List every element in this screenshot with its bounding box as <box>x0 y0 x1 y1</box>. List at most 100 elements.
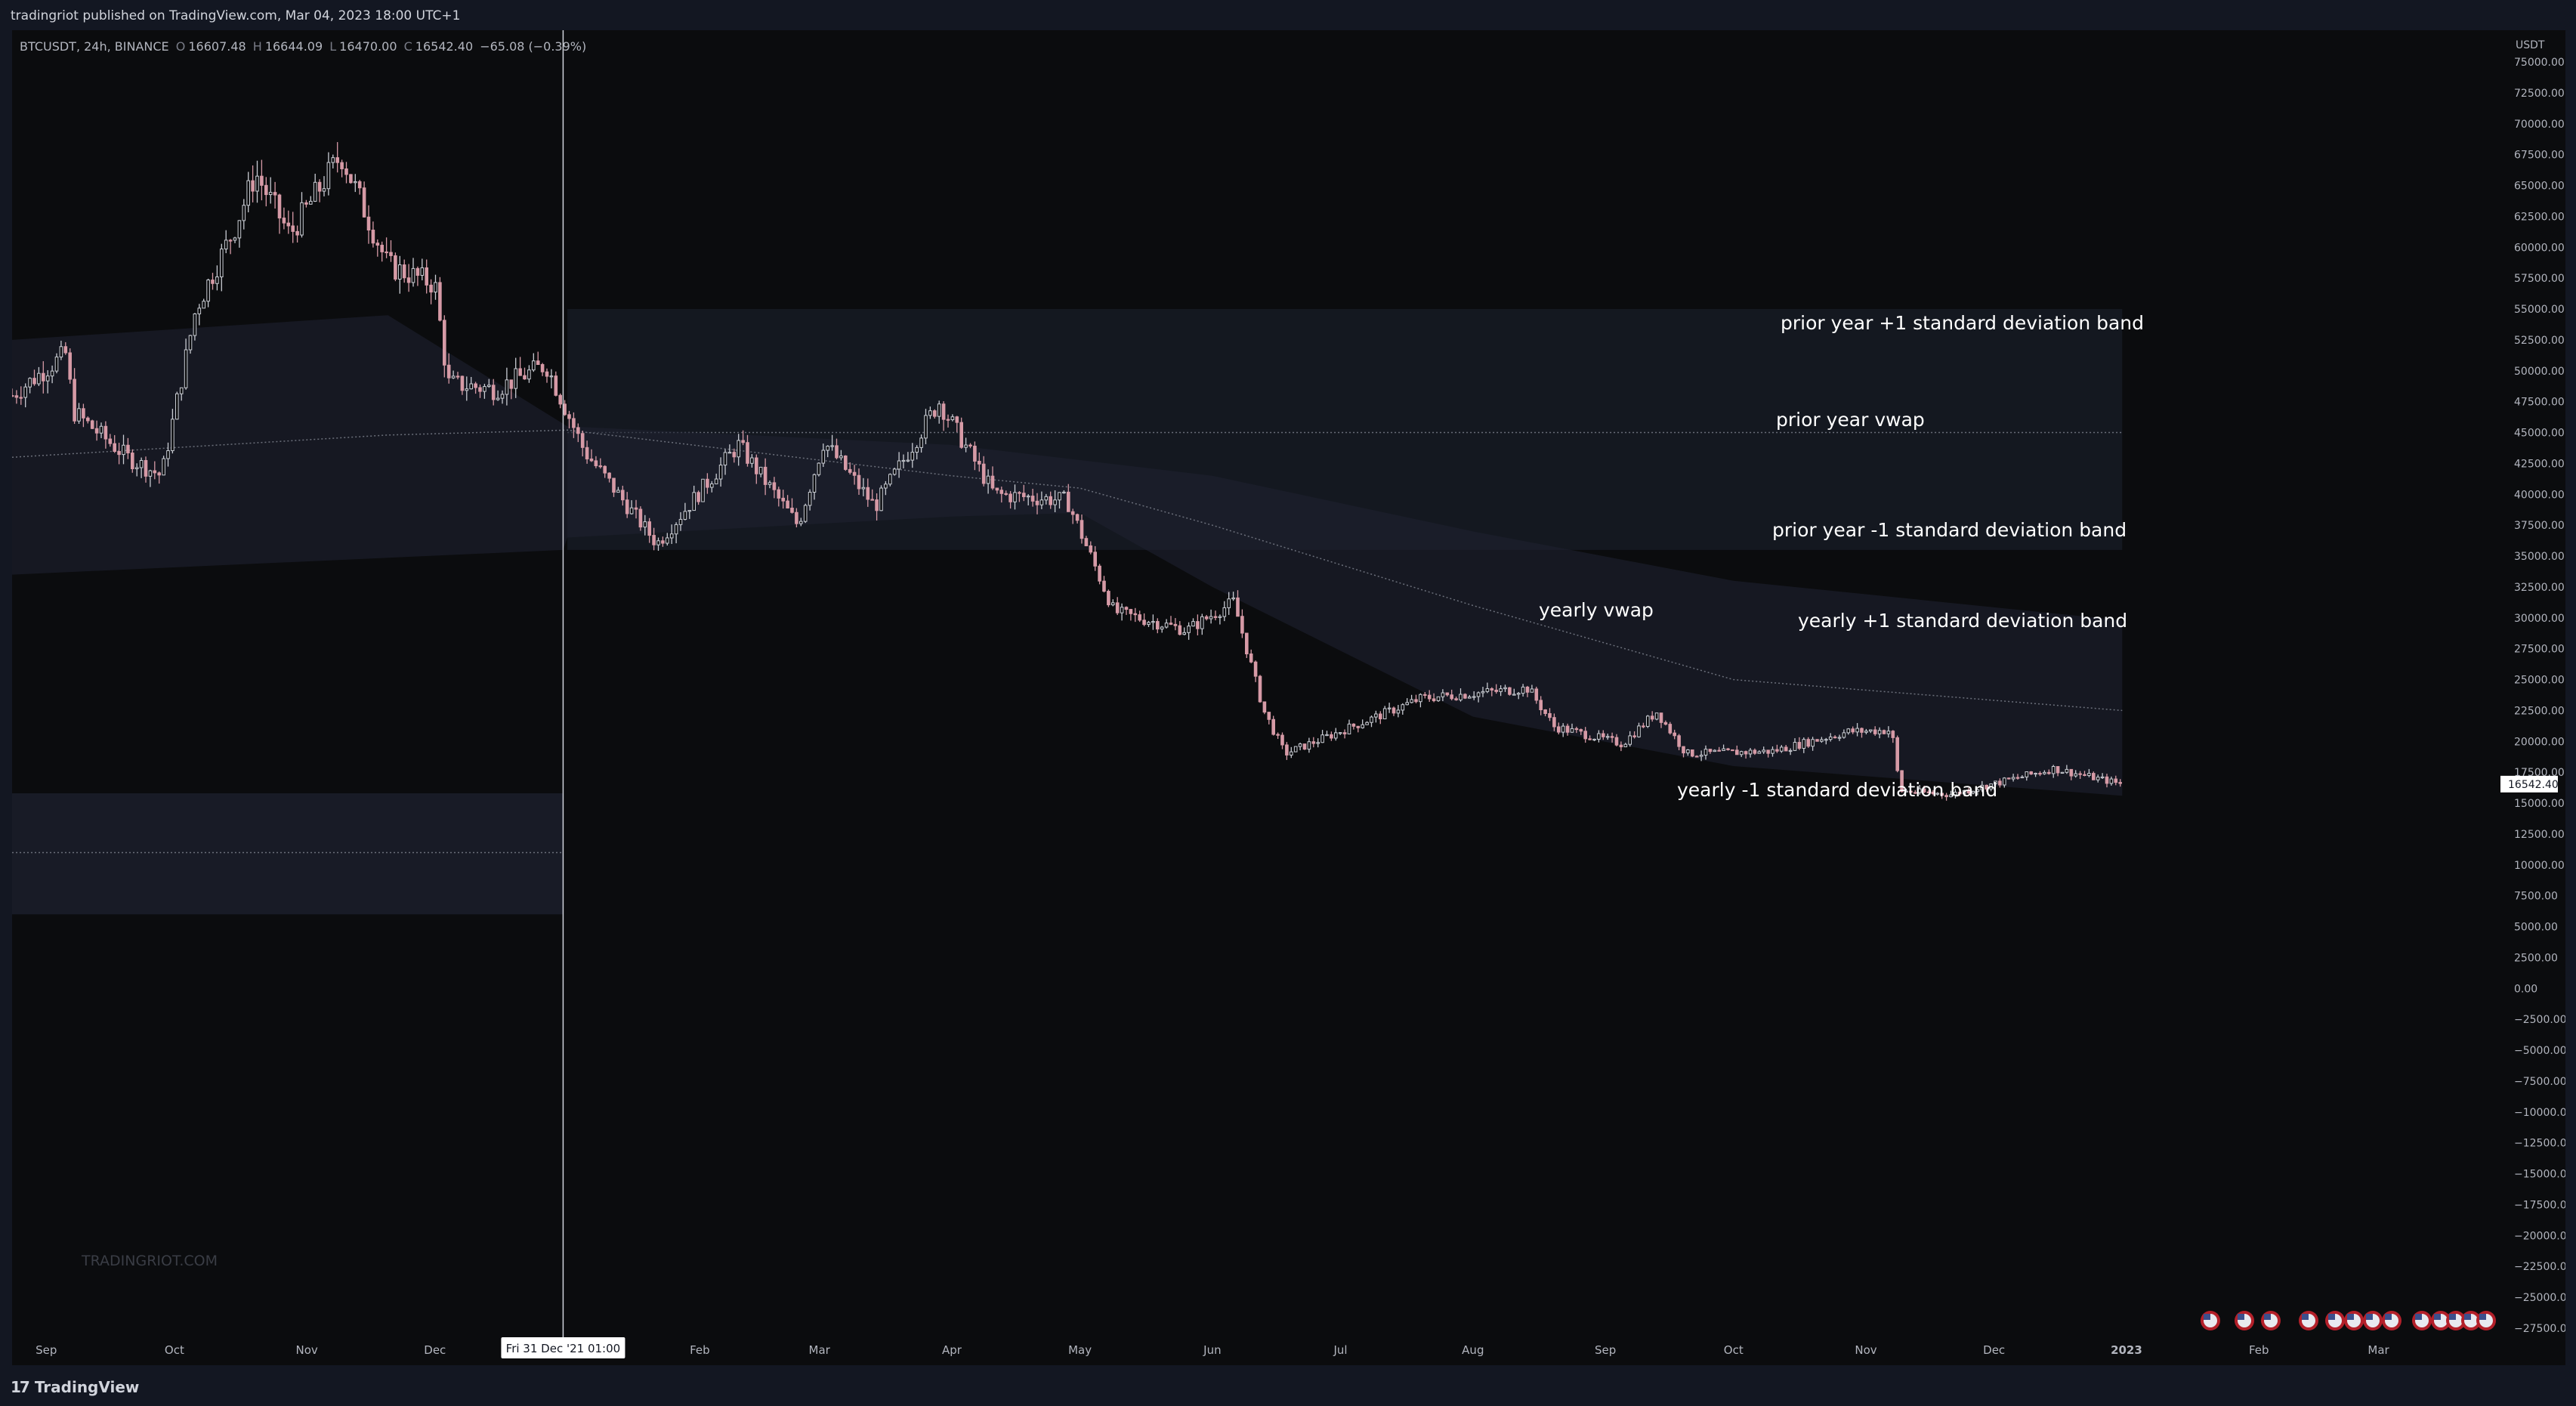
candle-body <box>1926 791 1931 793</box>
candle-body <box>354 181 357 184</box>
candle-body <box>1561 725 1565 733</box>
candle-body <box>1614 737 1619 746</box>
candle-body <box>1129 609 1133 614</box>
candle-body <box>50 370 54 377</box>
candle-body <box>1356 725 1361 728</box>
change-value: −65.08 (−0.39%) <box>480 39 587 54</box>
candle-body <box>86 417 90 422</box>
candle-body <box>643 521 647 528</box>
price-tick-label: −20000.00 <box>2514 1230 2565 1242</box>
price-tick-label: −27500.00 <box>2514 1323 2565 1335</box>
candle-body <box>1187 626 1191 633</box>
candle-body <box>1739 751 1744 756</box>
candle-body <box>122 444 125 456</box>
candle-body <box>134 467 139 469</box>
candle-body <box>1975 789 1980 792</box>
candle-body <box>892 468 897 475</box>
price-chart[interactable]: prior year +1 standard deviation band pri… <box>12 30 2565 1365</box>
candle-body <box>12 394 14 397</box>
time-tick-label: Aug <box>1462 1343 1484 1357</box>
candle-body <box>1508 687 1512 695</box>
candle-body <box>1290 751 1293 756</box>
candle-body <box>1138 614 1142 621</box>
candle-body <box>1762 749 1765 752</box>
candle-body <box>919 437 923 448</box>
candle-body <box>1485 688 1490 692</box>
candle-body <box>563 403 567 416</box>
candle-body <box>1156 621 1160 630</box>
candle-body <box>326 162 331 190</box>
candle-body <box>1873 729 1877 734</box>
candle-body <box>465 388 469 391</box>
candle-body <box>514 368 518 389</box>
us-flag-event-icon <box>2299 1311 2318 1330</box>
event-flag-canton <box>2385 1314 2392 1320</box>
last-price-badge <box>2500 775 2558 793</box>
candle-body <box>380 245 384 252</box>
candle-body <box>291 225 295 232</box>
candle-body <box>1548 712 1552 718</box>
event-flag-canton <box>2479 1314 2486 1320</box>
candle-body <box>1258 675 1262 703</box>
candle-body <box>215 276 219 284</box>
candle-body <box>1151 621 1155 623</box>
candle-body <box>1169 623 1173 625</box>
candle-body <box>42 372 45 382</box>
candle-body <box>1757 751 1762 754</box>
candle-body <box>460 375 465 391</box>
candle-body <box>669 533 674 539</box>
candle-body <box>567 414 571 419</box>
candle-body <box>451 375 456 379</box>
candle-body <box>273 192 277 196</box>
candle-body <box>861 487 866 490</box>
annotation-prior-vwap: prior year vwap <box>1776 409 1925 431</box>
price-tick-label: −12500.00 <box>2514 1138 2565 1150</box>
time-tick-label: Oct <box>1724 1343 1744 1357</box>
candle-body <box>1098 565 1101 582</box>
low-label: L <box>329 39 337 54</box>
candle-body <box>1374 713 1378 718</box>
candle-body <box>103 425 108 440</box>
last-price-label: 16542.40 <box>2508 779 2559 791</box>
time-tick-label: Mar <box>2368 1343 2389 1357</box>
candle-body <box>746 442 749 464</box>
candle-body <box>1334 732 1338 739</box>
candle-body <box>1748 749 1753 755</box>
candle-body <box>68 352 73 380</box>
candle-body <box>1044 496 1049 501</box>
candle-body <box>888 474 892 485</box>
candle-body <box>1780 746 1784 752</box>
candle-body <box>1115 602 1120 613</box>
candle-body <box>1860 728 1864 733</box>
candle-body <box>1940 793 1944 796</box>
candle-body <box>1236 597 1240 617</box>
candle-body <box>1035 500 1039 505</box>
candle-body <box>1944 795 1948 798</box>
chart-canvas[interactable]: prior year +1 standard deviation band pri… <box>12 30 2565 1365</box>
us-flag-event-icon <box>2412 1311 2432 1330</box>
candle-body <box>1347 723 1351 735</box>
candle-body <box>1539 700 1543 710</box>
candle-body <box>1699 755 1703 757</box>
candle-body <box>755 457 758 474</box>
candle-body <box>443 320 446 366</box>
candle-body <box>585 447 589 459</box>
tradingview-logo[interactable]: 17 TradingView <box>11 1378 139 1396</box>
time-tick-label: Jul <box>1333 1343 1347 1357</box>
candle-body <box>2087 773 2091 776</box>
candle-body <box>576 427 580 434</box>
candle-body <box>509 379 514 389</box>
candle-body <box>1062 491 1066 494</box>
candle-body <box>768 482 772 485</box>
candle-body <box>964 444 968 448</box>
candle-body <box>1766 749 1770 754</box>
us-flag-event-icon <box>2325 1311 2345 1330</box>
candle-body <box>1070 511 1075 515</box>
candle-body <box>1909 790 1913 793</box>
symbol-name[interactable]: BTCUSDT, 24h, BINANCE <box>20 39 169 54</box>
candle-body <box>1949 794 1953 798</box>
candle-body <box>1904 790 1908 793</box>
candle-body <box>1173 623 1178 626</box>
candle-body <box>683 511 687 520</box>
candle-body <box>19 397 23 399</box>
